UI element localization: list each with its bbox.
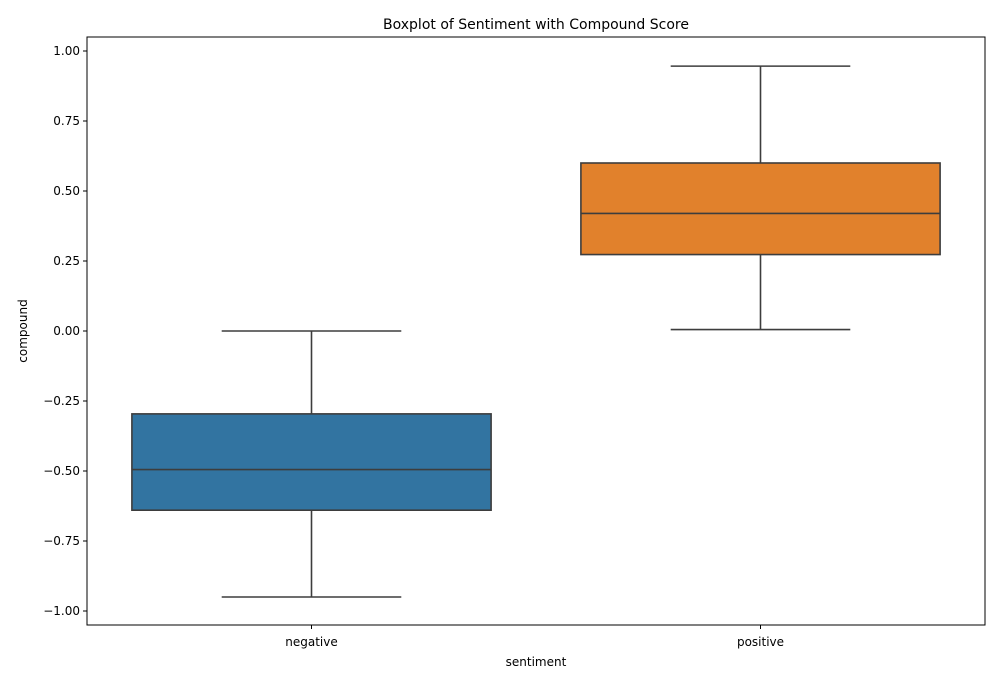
box-negative <box>131 330 492 598</box>
iqr-box <box>131 413 492 512</box>
y-axis-label: compound <box>16 299 30 362</box>
x-tick-label: negative <box>285 635 337 649</box>
boxes-layer <box>131 65 941 598</box>
y-tick-label: −0.75 <box>43 534 80 548</box>
y-tick-label: 0.00 <box>53 324 80 338</box>
x-axis-label: sentiment <box>506 655 567 669</box>
y-tick-label: −0.25 <box>43 394 80 408</box>
box-positive <box>580 65 941 331</box>
x-axis: negative positive <box>285 625 784 649</box>
y-tick-label: −0.50 <box>43 464 80 478</box>
y-tick-label: 1.00 <box>53 44 80 58</box>
y-axis: −1.00 −0.75 −0.50 −0.25 0.00 0.25 0.50 0.75 1.00 <box>43 44 87 618</box>
chart-title: Boxplot of Sentiment with Compound Score <box>383 17 689 33</box>
y-tick-label: 0.75 <box>53 114 80 128</box>
x-tick-label: positive <box>737 635 784 649</box>
y-tick-label: 0.50 <box>53 184 80 198</box>
y-tick-label: −1.00 <box>43 604 80 618</box>
iqr-box <box>580 162 941 256</box>
y-tick-label: 0.25 <box>53 254 80 268</box>
